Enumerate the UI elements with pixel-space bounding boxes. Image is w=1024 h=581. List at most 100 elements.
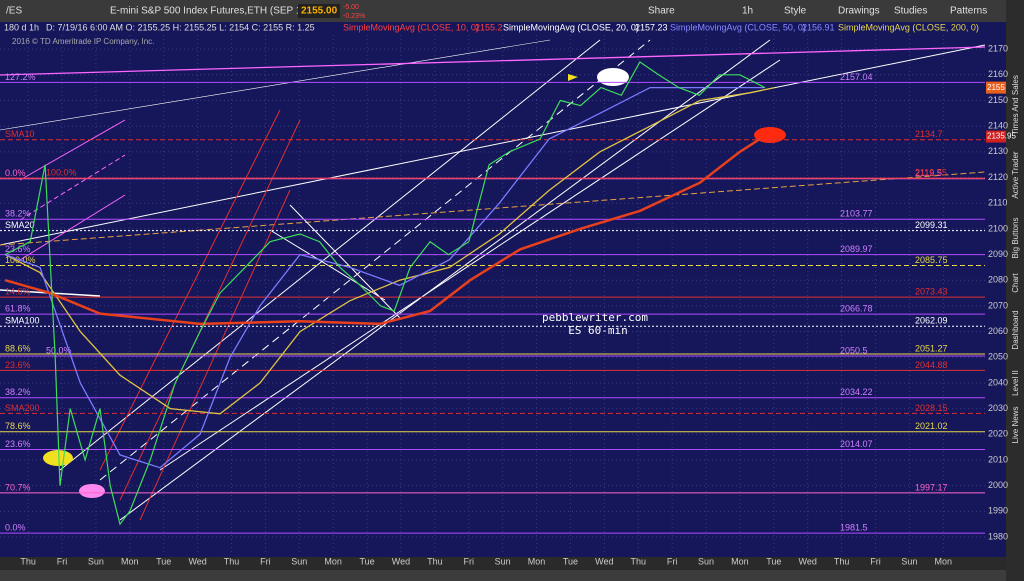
series-line	[4, 61, 766, 526]
level-tag: 127.2%	[5, 72, 36, 82]
y-tick-label: 2000	[988, 480, 1008, 490]
side-tab[interactable]: Live News	[1011, 407, 1020, 444]
level-tag: SMA20	[5, 220, 35, 230]
x-tick-label: Mon	[731, 556, 749, 566]
last-box	[298, 4, 340, 18]
level-tag: 88.6%	[5, 343, 31, 353]
level-tag: 0.0%	[5, 168, 26, 178]
x-tick-label: Tue	[563, 556, 578, 566]
annotation: ES 60-min	[568, 324, 628, 337]
study-name: SimpleMovingAvg (CLOSE, 10, 0)	[343, 22, 479, 32]
toolbar-button[interactable]: Drawings	[838, 6, 880, 17]
x-tick-label: Wed	[595, 556, 613, 566]
change: -5.00	[343, 4, 359, 11]
level-tag: 38.2%	[5, 209, 31, 219]
level-label: 2099.31	[915, 220, 948, 230]
study-name: SimpleMovingAvg (CLOSE, 200, 0)	[838, 22, 979, 32]
price-badge	[986, 81, 1006, 94]
level-label: 2034.22	[840, 387, 873, 397]
x-tick-label: Fri	[667, 556, 678, 566]
scrollbar[interactable]	[0, 570, 1006, 581]
level-tag: 23.6%	[5, 244, 31, 254]
x-tick-label: Mon	[935, 556, 953, 566]
side-tab[interactable]: Chart	[1011, 272, 1020, 292]
level-label: 2119.75	[915, 168, 947, 178]
symbol[interactable]: /ES	[6, 6, 22, 17]
level-label: 2073.43	[915, 286, 948, 296]
x-tick-label: Sun	[698, 556, 714, 566]
level-label: 2044.88	[915, 360, 948, 370]
level-label: 1997.17	[915, 482, 948, 492]
y-tick-label: 2060	[988, 326, 1008, 336]
side-tab[interactable]: Times And Sales	[1011, 75, 1020, 135]
level-tag: 78.6%	[5, 421, 31, 431]
x-tick-label: Sun	[901, 556, 917, 566]
study-value: 2156.91	[802, 22, 835, 32]
x-tick-label: Thu	[224, 556, 240, 566]
side-tab[interactable]: Big Buttons	[1011, 218, 1020, 259]
level-label: 2157.04	[840, 72, 873, 82]
series-line	[4, 86, 775, 415]
price-badge	[986, 130, 1006, 143]
y-tick-label: 2090	[988, 249, 1008, 259]
level-tag: 38.2%	[5, 387, 31, 397]
y-tick-label: 2120	[988, 172, 1008, 182]
toolbar-button[interactable]: Share	[648, 6, 675, 17]
level-tag: 70.7%	[5, 482, 31, 492]
level-tag: 0.0%	[5, 523, 26, 533]
x-tick-label: Fri	[57, 556, 68, 566]
x-tick-label: Mon	[121, 556, 139, 566]
x-tick-label: Wed	[799, 556, 817, 566]
y-tick-label: 2100	[988, 223, 1008, 233]
level-tag: 23.6%	[5, 439, 31, 449]
level-label: 2103.77	[840, 209, 873, 219]
toolbar-button[interactable]: Studies	[894, 6, 927, 17]
toolbar	[0, 0, 1024, 22]
x-tick-label: Mon	[528, 556, 546, 566]
level-tag: SMA200	[5, 403, 40, 413]
study-name: SimpleMovingAvg (CLOSE, 50, 0)	[670, 22, 806, 32]
study-name: SimpleMovingAvg (CLOSE, 20, 0)	[503, 22, 639, 32]
y-tick-label: 2130	[988, 146, 1008, 156]
y-tick-label: 1990	[988, 506, 1008, 516]
y-tick-label: 1980	[988, 531, 1008, 541]
y-tick-label: 2040	[988, 377, 1008, 387]
x-tick-label: Tue	[766, 556, 781, 566]
x-tick-label: Fri	[464, 556, 475, 566]
toolbar-button[interactable]: 1h	[742, 6, 753, 17]
x-tick-label: Sun	[291, 556, 307, 566]
x-tick-label: Sun	[88, 556, 104, 566]
level-label: 2119.5	[915, 168, 942, 178]
level-label: 2089.97	[840, 244, 873, 254]
y-tick-label: 2080	[988, 275, 1008, 285]
level-tag: 61.8%	[5, 304, 31, 314]
y-tick-label: 2110	[988, 198, 1007, 208]
toolbar-button[interactable]: Style	[784, 6, 807, 17]
price-badge-label: 2135.95	[987, 132, 1016, 141]
side-tab[interactable]: Dashboard	[1011, 310, 1020, 349]
annotation: pebblewriter.com	[542, 311, 648, 324]
x-tick-label: Wed	[188, 556, 206, 566]
y-tick-label: 2150	[988, 95, 1008, 105]
x-tick-label: Thu	[20, 556, 36, 566]
level-tag: 23.6%	[5, 360, 31, 370]
y-tick-label: 2020	[988, 429, 1008, 439]
level-label: 2014.07	[840, 439, 873, 449]
ohlc: D: 7/19/16 6:00 AM O: 2155.25 H: 2155.25…	[46, 22, 315, 32]
level-tag: 14.6%	[5, 286, 31, 296]
level-label: 2051.27	[915, 343, 948, 353]
toolbar-button[interactable]: Patterns	[950, 6, 987, 17]
chart-area	[0, 22, 1006, 557]
x-tick-label: Fri	[260, 556, 271, 566]
last-price: 2155.00	[301, 6, 338, 17]
x-tick-label: Mon	[324, 556, 342, 566]
level-tag: SMA10	[5, 129, 35, 139]
x-tick-label: Wed	[392, 556, 410, 566]
side-tab[interactable]: Active Trader	[1011, 151, 1020, 198]
x-tick-label: Tue	[359, 556, 374, 566]
side-tab[interactable]: Level II	[1011, 370, 1020, 396]
y-tick-label: 2030	[988, 403, 1008, 413]
level-label: 2050.5	[840, 345, 868, 355]
x-tick-label: Thu	[427, 556, 443, 566]
